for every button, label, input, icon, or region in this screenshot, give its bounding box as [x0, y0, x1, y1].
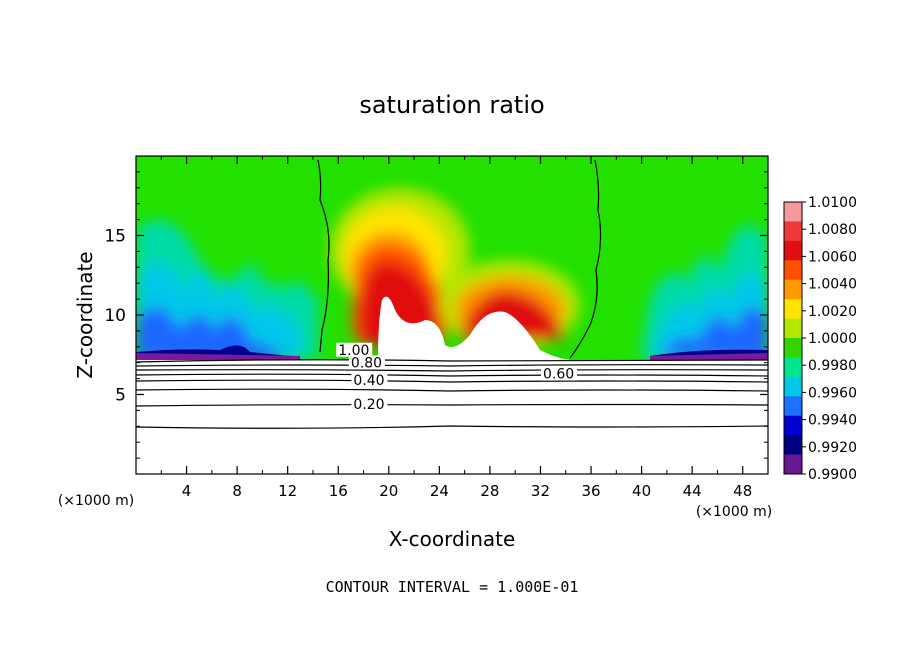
- colorbar: 1.0100 1.0080 1.0060 1.0040 1.0020 1.0000 0.99…: [783, 195, 857, 483]
- chart-title: saturation ratio: [359, 91, 544, 119]
- saturated-core: [378, 296, 570, 360]
- contour-label: 0.80: [351, 355, 382, 371]
- y-tick-label: 15: [104, 227, 126, 247]
- x-tick-label: 44: [683, 482, 702, 500]
- x-tick-label: 4: [182, 482, 192, 500]
- contour-1.00-right: [569, 159, 602, 359]
- x-tick-label: 8: [232, 482, 242, 500]
- x-tick-label: 36: [581, 482, 600, 500]
- x-tick-label: 32: [531, 482, 550, 500]
- x-axis: 4 8 12 16 20 24 28 32 36 40 44 48: [160, 156, 752, 500]
- x-tick-label: 40: [632, 482, 651, 500]
- x-tick-label: 20: [379, 482, 398, 500]
- y-axis: 5 10 15: [104, 171, 768, 459]
- x-tick-label: 12: [278, 482, 297, 500]
- colorbar-swatch: [784, 454, 802, 475]
- x-tick-label: 48: [733, 482, 752, 500]
- contour-label-layer: 1.000.80 0.60 0.40 0.20: [336, 342, 578, 413]
- colorbar-swatch: [784, 299, 802, 320]
- colorbar-swatch: [784, 338, 802, 358]
- plot-area: 1.000.80 0.60 0.40 0.20: [136, 156, 768, 474]
- x-tick-label: 24: [430, 482, 449, 500]
- contour-label-bg: [351, 372, 388, 387]
- colorbar-swatch: [784, 240, 802, 261]
- y-axis-label: Z-coordinate: [73, 251, 97, 378]
- colorbar-label: 1.0080: [808, 222, 857, 238]
- colorbar-label: 1.0000: [808, 331, 857, 347]
- colorbar-label: 1.0040: [808, 277, 857, 293]
- x-tick-label: 16: [329, 482, 348, 500]
- y-tick-label: 5: [115, 386, 126, 406]
- x-tick-label: 28: [480, 482, 499, 500]
- contour-label-bg: [348, 355, 385, 370]
- contour-label: 1.00: [338, 343, 369, 359]
- contour-1.00-left: [317, 159, 330, 353]
- colorbar-label: 1.0100: [808, 195, 857, 211]
- contour-label: 0.20: [353, 397, 384, 413]
- colorbar-label: 1.0020: [808, 304, 857, 320]
- colorbar-swatch: [784, 376, 802, 397]
- contour-label-bg: [351, 396, 388, 411]
- colorbar-label: 0.9900: [808, 467, 857, 483]
- colorbar-swatch: [784, 279, 802, 300]
- cloud-base-fringe: [136, 345, 290, 356]
- colorbar-label: 0.9920: [808, 440, 857, 456]
- colorbar-swatch: [784, 260, 802, 281]
- colorbar-swatch: [784, 357, 802, 378]
- contour-lines: [136, 159, 768, 429]
- contour-label-bg: [336, 342, 373, 357]
- colorbar-swatch: [784, 202, 802, 222]
- y-tick-label: 10: [104, 306, 126, 326]
- contour-label-bg: [541, 366, 578, 381]
- colorbar-label: 1.0060: [808, 249, 857, 265]
- colorbar-label: 0.9940: [808, 413, 857, 429]
- colorbar-swatch: [784, 396, 802, 417]
- colorbar-label: 0.9980: [808, 358, 857, 374]
- z-unit-label: (×1000 m): [58, 493, 134, 509]
- colorbar-label: 0.9960: [808, 385, 857, 401]
- contour-interval-note: CONTOUR INTERVAL = 1.000E-01: [326, 578, 579, 596]
- x-axis-label: X-coordinate: [389, 527, 516, 551]
- contour-label: 0.60: [543, 367, 574, 383]
- colorbar-swatch: [784, 221, 802, 242]
- x-unit-label: (×1000 m): [696, 504, 772, 520]
- colorbar-swatch: [784, 318, 802, 339]
- colorbar-swatch: [784, 415, 802, 436]
- contour-label: 0.40: [353, 373, 384, 389]
- colorbar-swatch: [784, 435, 802, 456]
